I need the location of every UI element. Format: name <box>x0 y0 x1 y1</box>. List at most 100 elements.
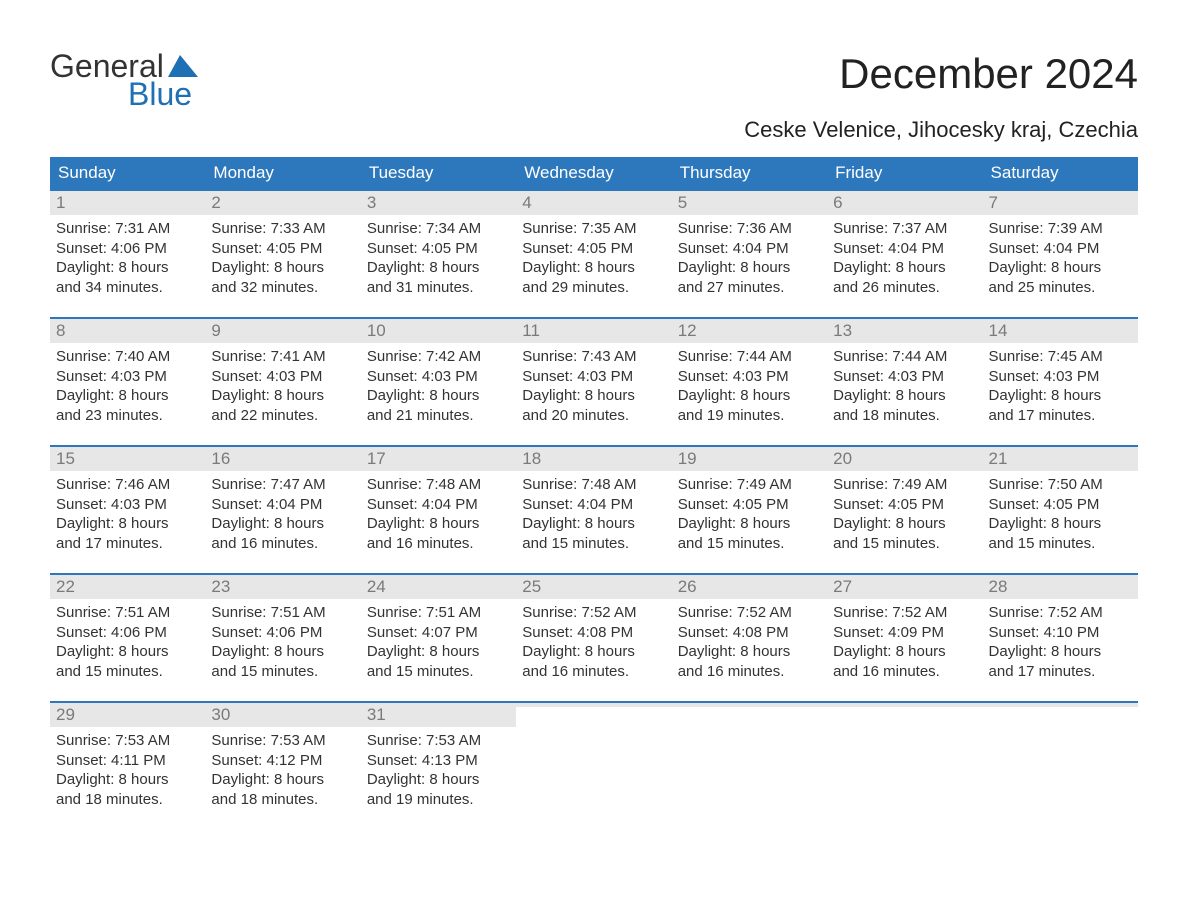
daynum-row: 8 <box>50 319 205 343</box>
calendar-day: 10Sunrise: 7:42 AMSunset: 4:03 PMDayligh… <box>361 319 516 435</box>
day-daylight1: Daylight: 8 hours <box>211 770 354 790</box>
day-daylight1: Daylight: 8 hours <box>989 258 1132 278</box>
day-sunset: Sunset: 4:03 PM <box>56 495 199 515</box>
day-sunrise: Sunrise: 7:52 AM <box>522 603 665 623</box>
day-sunset: Sunset: 4:08 PM <box>678 623 821 643</box>
day-sunset: Sunset: 4:05 PM <box>367 239 510 259</box>
day-body: Sunrise: 7:53 AMSunset: 4:13 PMDaylight:… <box>361 727 516 815</box>
daynum-row: 14 <box>983 319 1138 343</box>
day-number: 12 <box>678 321 697 340</box>
day-number: 15 <box>56 449 75 468</box>
day-body: Sunrise: 7:48 AMSunset: 4:04 PMDaylight:… <box>361 471 516 559</box>
day-daylight2: and 16 minutes. <box>211 534 354 554</box>
day-body: Sunrise: 7:36 AMSunset: 4:04 PMDaylight:… <box>672 215 827 303</box>
day-sunrise: Sunrise: 7:48 AM <box>522 475 665 495</box>
calendar-day: 30Sunrise: 7:53 AMSunset: 4:12 PMDayligh… <box>205 703 360 819</box>
day-number: 23 <box>211 577 230 596</box>
day-daylight1: Daylight: 8 hours <box>211 642 354 662</box>
calendar-week: 22Sunrise: 7:51 AMSunset: 4:06 PMDayligh… <box>50 573 1138 691</box>
daynum-row: 22 <box>50 575 205 599</box>
daynum-row: 26 <box>672 575 827 599</box>
day-daylight1: Daylight: 8 hours <box>367 386 510 406</box>
day-daylight2: and 16 minutes. <box>833 662 976 682</box>
day-daylight1: Daylight: 8 hours <box>833 386 976 406</box>
day-daylight2: and 15 minutes. <box>211 662 354 682</box>
day-daylight1: Daylight: 8 hours <box>56 386 199 406</box>
day-body: Sunrise: 7:42 AMSunset: 4:03 PMDaylight:… <box>361 343 516 431</box>
calendar-day: 26 Sunrise: 7:52 AMSunset: 4:08 PMDayligh… <box>672 575 827 691</box>
daynum-row: 6 <box>827 191 982 215</box>
calendar-day <box>516 703 671 819</box>
calendar: Sunday Monday Tuesday Wednesday Thursday… <box>50 157 1138 819</box>
daynum-row: 20 <box>827 447 982 471</box>
day-daylight1: Daylight: 8 hours <box>522 386 665 406</box>
day-body: Sunrise: 7:51 AMSunset: 4:07 PMDaylight:… <box>361 599 516 687</box>
day-number: 5 <box>678 193 687 212</box>
day-daylight1: Daylight: 8 hours <box>56 642 199 662</box>
day-daylight2: and 15 minutes. <box>833 534 976 554</box>
daynum-row: 2 <box>205 191 360 215</box>
day-sunset: Sunset: 4:03 PM <box>56 367 199 387</box>
day-body: Sunrise: 7:48 AMSunset: 4:04 PMDaylight:… <box>516 471 671 559</box>
day-body: Sunrise: 7:52 AMSunset: 4:08 PMDaylight:… <box>672 599 827 687</box>
day-sunset: Sunset: 4:12 PM <box>211 751 354 771</box>
day-sunrise: Sunrise: 7:44 AM <box>833 347 976 367</box>
day-daylight2: and 17 minutes. <box>989 406 1132 426</box>
calendar-day: 2Sunrise: 7:33 AMSunset: 4:05 PMDaylight… <box>205 191 360 307</box>
day-number: 30 <box>211 705 230 724</box>
days-of-week-header: Sunday Monday Tuesday Wednesday Thursday… <box>50 157 1138 189</box>
calendar-day: 23Sunrise: 7:51 AMSunset: 4:06 PMDayligh… <box>205 575 360 691</box>
day-sunrise: Sunrise: 7:49 AM <box>833 475 976 495</box>
day-body <box>827 707 982 717</box>
daynum-row: 25 <box>516 575 671 599</box>
daynum-row: 31 <box>361 703 516 727</box>
day-number: 21 <box>989 449 1008 468</box>
dow-sunday: Sunday <box>50 157 205 189</box>
day-daylight1: Daylight: 8 hours <box>989 386 1132 406</box>
day-daylight1: Daylight: 8 hours <box>367 770 510 790</box>
calendar-day: 6Sunrise: 7:37 AMSunset: 4:04 PMDaylight… <box>827 191 982 307</box>
dow-monday: Monday <box>205 157 360 189</box>
dow-thursday: Thursday <box>672 157 827 189</box>
day-sunrise: Sunrise: 7:53 AM <box>367 731 510 751</box>
daynum-row: 30 <box>205 703 360 727</box>
day-sunrise: Sunrise: 7:52 AM <box>989 603 1132 623</box>
day-number: 16 <box>211 449 230 468</box>
calendar-day: 1Sunrise: 7:31 AMSunset: 4:06 PMDaylight… <box>50 191 205 307</box>
calendar-day <box>827 703 982 819</box>
daynum-row: 28 <box>983 575 1138 599</box>
daynum-row: 1 <box>50 191 205 215</box>
day-daylight2: and 19 minutes. <box>367 790 510 810</box>
day-daylight1: Daylight: 8 hours <box>678 514 821 534</box>
daynum-row: 19 <box>672 447 827 471</box>
calendar-day: 5 Sunrise: 7:36 AMSunset: 4:04 PMDaylight… <box>672 191 827 307</box>
day-number: 25 <box>522 577 541 596</box>
day-daylight2: and 17 minutes. <box>56 534 199 554</box>
day-daylight2: and 15 minutes. <box>989 534 1132 554</box>
day-sunset: Sunset: 4:05 PM <box>678 495 821 515</box>
daynum-row: 3 <box>361 191 516 215</box>
day-daylight2: and 16 minutes. <box>367 534 510 554</box>
day-sunrise: Sunrise: 7:52 AM <box>678 603 821 623</box>
location-text: Ceske Velenice, Jihocesky kraj, Czechia <box>50 117 1138 143</box>
day-number: 26 <box>678 577 697 596</box>
day-daylight2: and 18 minutes. <box>833 406 976 426</box>
day-sunrise: Sunrise: 7:51 AM <box>211 603 354 623</box>
day-daylight2: and 16 minutes. <box>522 662 665 682</box>
day-number: 2 <box>211 193 220 212</box>
calendar-day: 15 Sunrise: 7:46 AMSunset: 4:03 PMDayligh… <box>50 447 205 563</box>
header-row: General Blue December 2024 <box>50 50 1138 111</box>
day-body: Sunrise: 7:44 AMSunset: 4:03 PMDaylight:… <box>827 343 982 431</box>
daynum-row: 29 <box>50 703 205 727</box>
day-sunrise: Sunrise: 7:45 AM <box>989 347 1132 367</box>
day-number: 14 <box>989 321 1008 340</box>
day-body: Sunrise: 7:46 AMSunset: 4:03 PMDaylight:… <box>50 471 205 559</box>
day-daylight1: Daylight: 8 hours <box>833 642 976 662</box>
day-daylight2: and 15 minutes. <box>56 662 199 682</box>
day-sunset: Sunset: 4:03 PM <box>522 367 665 387</box>
daynum-row: 5 <box>672 191 827 215</box>
daynum-row: 17 <box>361 447 516 471</box>
day-sunset: Sunset: 4:04 PM <box>678 239 821 259</box>
day-daylight2: and 22 minutes. <box>211 406 354 426</box>
calendar-day: 22Sunrise: 7:51 AMSunset: 4:06 PMDayligh… <box>50 575 205 691</box>
